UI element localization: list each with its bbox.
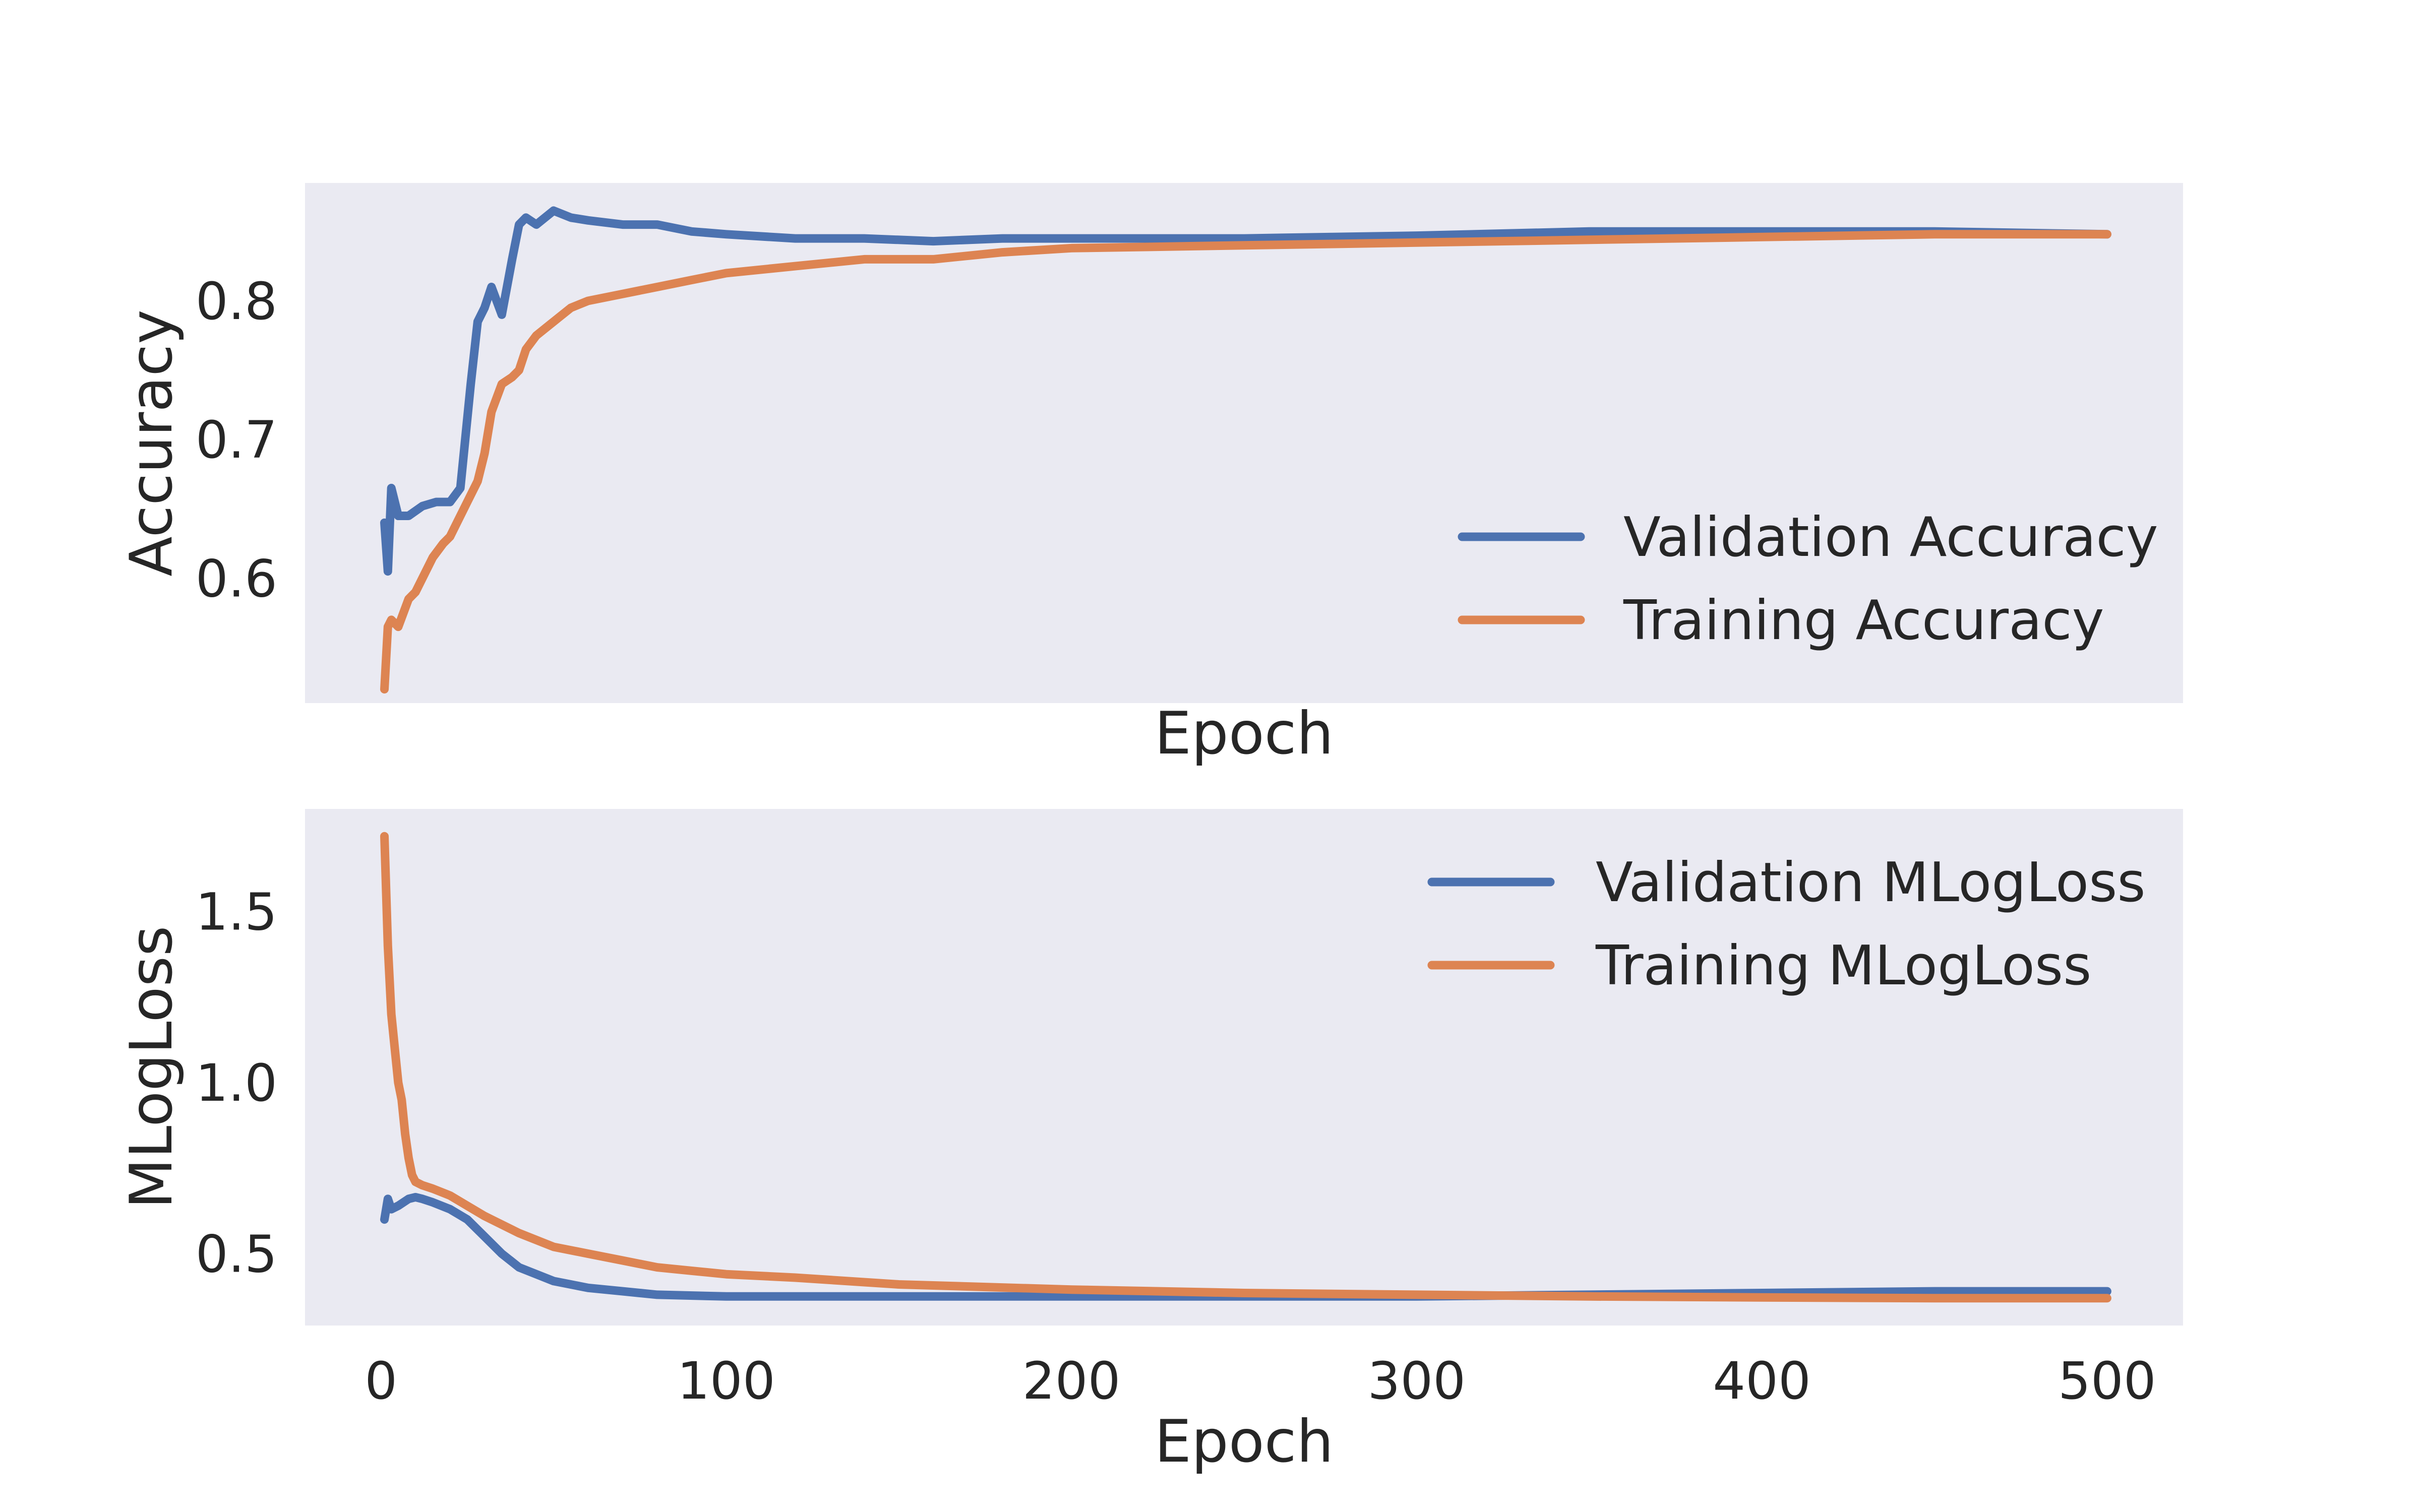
mlogloss-xtick-label: 500 (2058, 1351, 2156, 1411)
mlogloss-ytick-label: 1.0 (196, 1053, 277, 1113)
accuracy-y-axis-label: Accuracy (117, 309, 186, 577)
mlogloss-xtick-label: 400 (1713, 1351, 1811, 1411)
mlogloss-xtick-label: 300 (1368, 1351, 1466, 1411)
accuracy-series-line-validation (380, 206, 2111, 576)
accuracy-x-axis-label: Epoch (1155, 700, 1334, 768)
accuracy-legend: Validation Accuracy Training Accuracy (1458, 506, 2158, 652)
mlogloss-xtick-label: 100 (677, 1351, 775, 1411)
mlogloss-y-axis-label: MLogLoss (117, 926, 186, 1209)
mlogloss-legend-label: Validation MLogLoss (1596, 851, 2146, 914)
accuracy-ytick-label: 0.6 (196, 549, 277, 609)
mlogloss-xtick-label: 0 (365, 1351, 397, 1411)
mlogloss-ytick-label: 0.5 (196, 1224, 277, 1284)
accuracy-plot-area (305, 183, 2183, 703)
accuracy-legend-label: Training Accuracy (1623, 589, 2104, 652)
mlogloss-legend: Validation MLogLoss Training MLogLoss (1427, 851, 2146, 997)
mlogloss-plot-area (305, 809, 2183, 1326)
mlogloss-panel: 0.5 1.0 1.5 0 100 200 300 400 500 Epoch MLogLoss Va… (117, 809, 2183, 1476)
accuracy-panel: 0.6 0.7 0.8 Epoch Accuracy Validation Accurac… (117, 183, 2183, 768)
mlogloss-xtick-label: 200 (1022, 1351, 1121, 1411)
mlogloss-legend-label: Training MLogLoss (1595, 934, 2091, 997)
accuracy-ytick-label: 0.8 (196, 272, 277, 332)
accuracy-series-line-training (380, 230, 2111, 694)
mlogloss-series-line-training (380, 832, 2111, 1303)
mlogloss-ytick-label: 1.5 (196, 883, 277, 942)
mlogloss-x-axis-label: Epoch (1155, 1408, 1334, 1476)
accuracy-ytick-label: 0.7 (196, 410, 277, 470)
accuracy-legend-label: Validation Accuracy (1623, 506, 2158, 569)
